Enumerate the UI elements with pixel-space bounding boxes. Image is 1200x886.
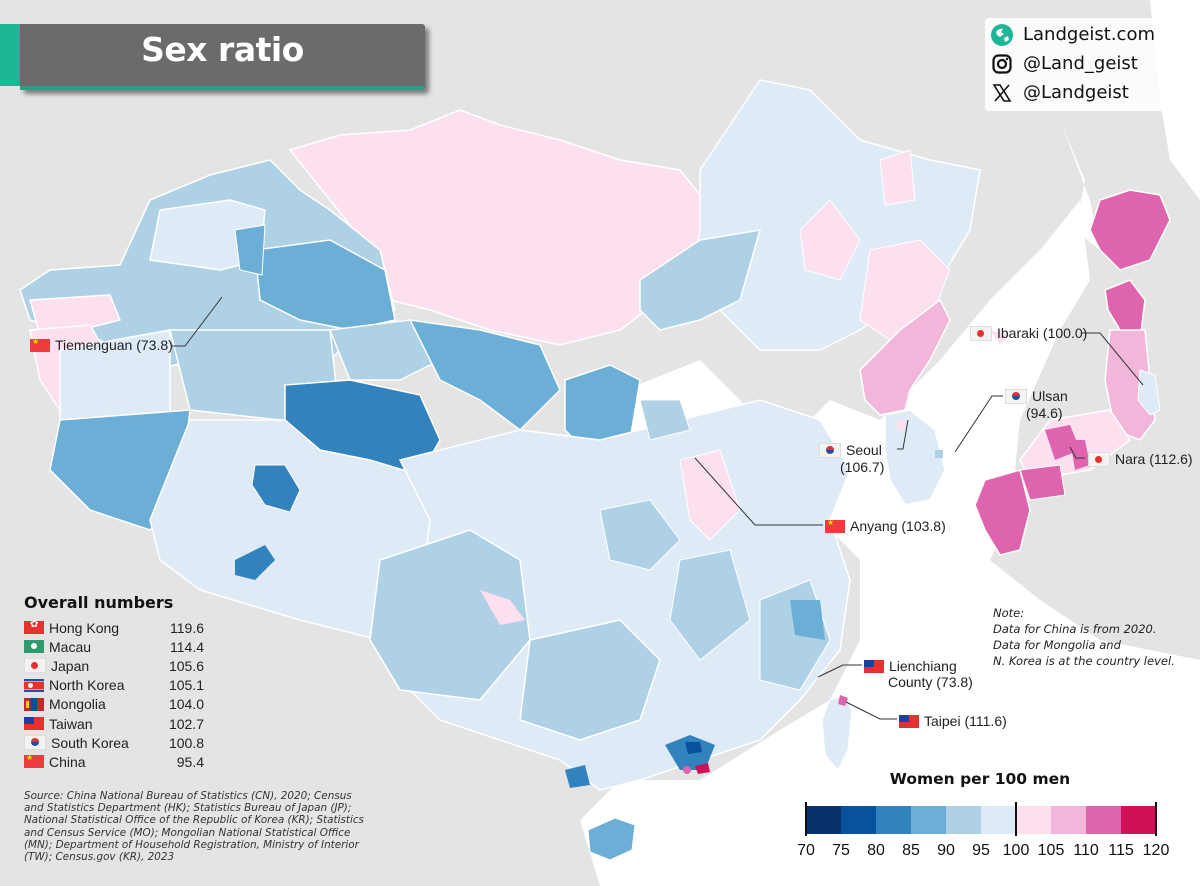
south-korea-flag-icon xyxy=(819,442,841,458)
title-banner: Sex ratio xyxy=(20,24,425,90)
overall-row: Mongolia 104.0 xyxy=(24,695,204,714)
china-flag-icon xyxy=(30,337,50,352)
callout-nara: Nara (112.6) xyxy=(1088,451,1193,467)
callout-tiemenguan: Tiemenguan (73.8) xyxy=(30,337,173,353)
x-icon xyxy=(989,80,1015,106)
callout-taipei: Taipei (111.6) xyxy=(899,713,1007,729)
south-korea-flag-icon xyxy=(1005,388,1027,404)
title-accent-bar xyxy=(0,24,20,86)
japan-flag-icon xyxy=(1088,451,1110,467)
legend-swatch xyxy=(946,806,981,834)
japan-flag-icon xyxy=(970,325,992,341)
legend-tick xyxy=(805,802,807,836)
callout-lienchiang: Lienchiang xyxy=(864,658,957,674)
overall-row: Macau 114.4 xyxy=(24,637,204,656)
overall-heading: Overall numbers xyxy=(24,593,174,612)
hong-kong-flag-icon xyxy=(24,619,44,635)
callout-ulsan: Ulsan xyxy=(1005,388,1068,404)
overall-row: Japan 105.6 xyxy=(24,656,204,675)
hainan-region xyxy=(587,817,636,861)
note-block: Note: Data for China is from 2020. Data … xyxy=(993,606,1175,668)
south-korea-flag-icon xyxy=(24,735,46,751)
legend-swatch xyxy=(1121,806,1156,834)
website-link[interactable]: Landgeist.com xyxy=(989,20,1194,49)
callout-lienchiang-line2: County (73.8) xyxy=(888,674,973,690)
japan-kyushu xyxy=(974,469,1031,556)
globe-icon xyxy=(989,22,1015,48)
social-links: Landgeist.com @Land_geist @Landgeist xyxy=(985,18,1194,111)
legend-tick xyxy=(1155,802,1157,836)
macau-dot xyxy=(683,766,691,774)
x-text: @Landgeist xyxy=(1023,82,1129,103)
north-korea-flag-icon xyxy=(24,678,44,692)
callout-ibaraki: Ibaraki (100.0) xyxy=(970,325,1087,341)
legend-title: Women per 100 men xyxy=(889,770,1071,788)
callout-seoul: Seoul xyxy=(819,442,882,458)
legend-swatch xyxy=(911,806,946,834)
map-title: Sex ratio xyxy=(141,30,304,69)
instagram-link[interactable]: @Land_geist xyxy=(989,49,1194,78)
source-text: Source: China National Bureau of Statist… xyxy=(24,790,364,864)
macau-flag-icon xyxy=(24,640,44,654)
japan-flag-icon xyxy=(24,658,46,674)
legend-color-bar xyxy=(806,806,1156,834)
instagram-icon xyxy=(989,51,1015,77)
japan-hokkaido xyxy=(1089,189,1171,271)
mongolia-flag-icon xyxy=(24,697,44,711)
overall-row: Taiwan 102.7 xyxy=(24,714,204,733)
instagram-text: @Land_geist xyxy=(1023,53,1138,74)
legend-swatch xyxy=(841,806,876,834)
color-legend: Women per 100 men 70 75 80 85 90 95 100 … xyxy=(797,770,1169,859)
legend-swatch xyxy=(1016,806,1051,834)
website-text: Landgeist.com xyxy=(1023,24,1155,45)
callout-ulsan-value: (94.6) xyxy=(1026,405,1063,421)
legend-swatch xyxy=(876,806,911,834)
taiwan-flag-icon xyxy=(899,714,919,728)
north-korea-region xyxy=(859,298,951,416)
legend-swatch xyxy=(981,806,1016,834)
overall-row: North Korea 105.1 xyxy=(24,676,204,695)
callout-seoul-value: (106.7) xyxy=(840,459,885,475)
taiwan-flag-icon xyxy=(864,659,884,673)
legend-tick xyxy=(1015,802,1017,836)
legend-swatch xyxy=(1086,806,1121,834)
x-link[interactable]: @Landgeist xyxy=(989,78,1194,107)
legend-swatch xyxy=(1051,806,1086,834)
taiwan-flag-icon xyxy=(24,717,44,731)
china-flag-icon xyxy=(825,518,845,533)
callout-anyang: Anyang (103.8) xyxy=(825,518,946,534)
legend-swatch xyxy=(806,806,841,834)
legend-labels: 70 75 80 85 90 95 100 105 110 115 120 xyxy=(797,842,1170,859)
overall-row: South Korea 100.8 xyxy=(24,733,204,752)
china-flag-icon xyxy=(24,753,44,769)
